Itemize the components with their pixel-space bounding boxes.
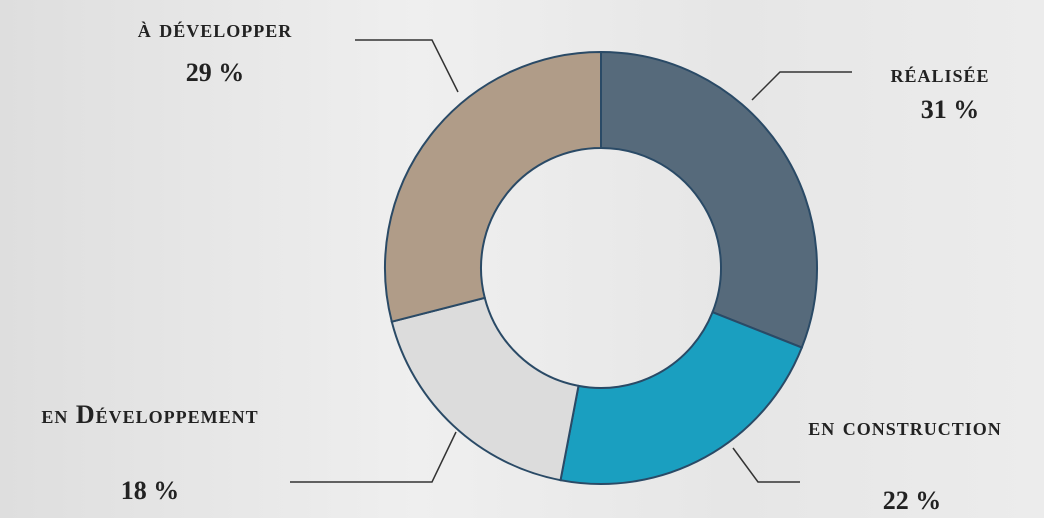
slice-value-label: 29 % (185, 58, 245, 87)
donut-slice (600, 50, 818, 349)
donut-slice (384, 50, 602, 323)
leader-line (751, 71, 852, 101)
slice-label: en construction (808, 412, 1002, 441)
leader-line (355, 39, 459, 93)
leader-line (290, 431, 457, 483)
donut-slice (559, 310, 804, 485)
slice-label: à développer (137, 14, 293, 43)
leader-line (732, 447, 800, 483)
donut-slice (390, 296, 580, 482)
slice-label: en Développement (41, 400, 259, 429)
slice-label: réalisée (890, 59, 990, 88)
slice-value-label: 18 % (120, 476, 180, 505)
slice-value-label: 31 % (920, 95, 980, 124)
slice-value-label: 22 % (882, 486, 942, 515)
